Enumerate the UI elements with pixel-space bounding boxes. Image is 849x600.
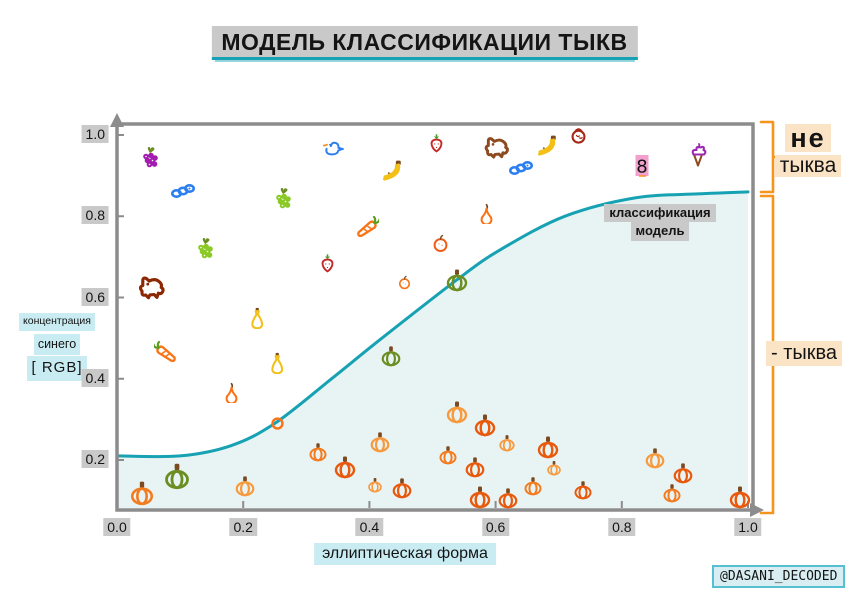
x-tick-0.2: 0.2 <box>229 518 257 536</box>
y-axis-label-line1: концентрация <box>19 313 95 331</box>
page-title: МОДЕЛЬ КЛАССИФИКАЦИИ ТЫКВ <box>211 26 638 60</box>
x-tick-0.8: 0.8 <box>608 518 636 536</box>
x-tick-0.0: 0.0 <box>103 518 131 536</box>
x-tick-1.0: 1.0 <box>734 518 762 536</box>
model-curve-label-line2: модель <box>630 222 690 241</box>
not-pumpkin-label-line2: тыква <box>774 155 842 178</box>
not-pumpkin-label: не тыква <box>770 124 846 178</box>
credit-watermark: @DASANI_DECODED <box>712 565 846 588</box>
y-axis-arrow-icon <box>110 113 124 127</box>
pumpkin-label: - тыква <box>766 341 843 366</box>
y-axis-label-line2: синего <box>33 334 81 355</box>
y-tick-1.0: 1.0 <box>81 125 109 143</box>
y-tick-0.4: 0.4 <box>81 368 109 387</box>
x-axis-label: эллиптическая форма <box>314 543 496 565</box>
not-pumpkin-bracket <box>759 120 783 194</box>
model-curve-label-line1: классификация <box>604 204 716 223</box>
y-axis-label-line3: [ RGB] <box>27 356 87 381</box>
y-tick-0.2: 0.2 <box>81 450 109 468</box>
y-axis-label: концентрация синего [ RGB] <box>14 308 100 381</box>
y-tick-0.8: 0.8 <box>81 206 109 225</box>
x-tick-0.4: 0.4 <box>355 518 384 536</box>
plot-area: 8 классификация модель <box>110 113 764 517</box>
not-pumpkin-label-line1: не <box>785 124 831 152</box>
plot-svg: 8 <box>110 113 764 517</box>
y-tick-0.6: 0.6 <box>81 287 109 306</box>
x-tick-0.6: 0.6 <box>481 518 510 536</box>
model-curve-label: классификация модель <box>585 204 735 241</box>
x-axis-arrow-icon <box>750 503 764 517</box>
model-curve <box>115 190 750 459</box>
